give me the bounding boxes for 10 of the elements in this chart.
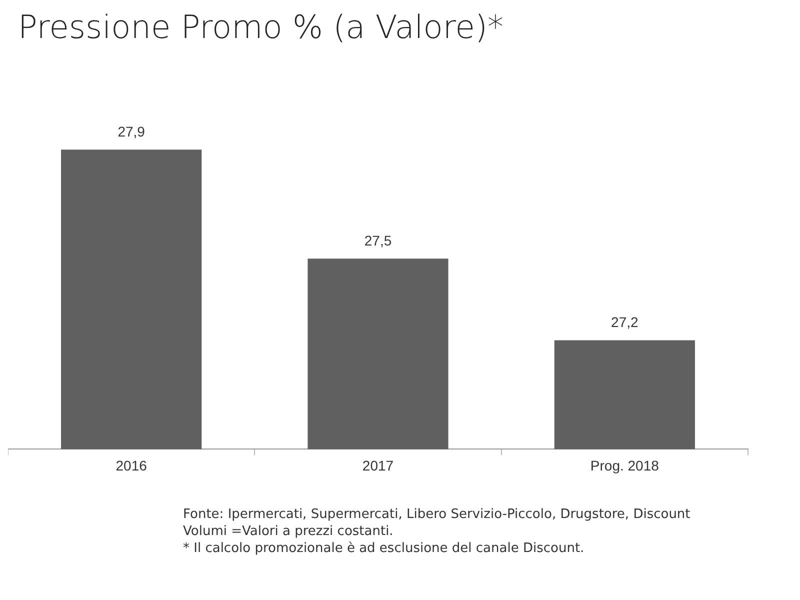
chart-title: Pressione Promo % (a Valore)* bbox=[18, 8, 504, 46]
data-label: 27,9 bbox=[118, 124, 146, 140]
data-label: 27,2 bbox=[611, 314, 639, 330]
data-label: 27,5 bbox=[364, 232, 392, 248]
x-tick-label: 2016 bbox=[116, 457, 148, 474]
x-tick-label: Prog. 2018 bbox=[590, 457, 660, 474]
annotation: * Il calcolo promozionale è ad esclusione del canale Discount. bbox=[183, 540, 586, 557]
annotation: Volumi =Valori a prezzi costanti. bbox=[183, 523, 394, 540]
x-tick-label: 2017 bbox=[362, 457, 394, 474]
annotation: Fonte: Ipermercati, Supermercati, Libero Servizio-Piccolo, Drugstore, Discount bbox=[183, 506, 692, 523]
